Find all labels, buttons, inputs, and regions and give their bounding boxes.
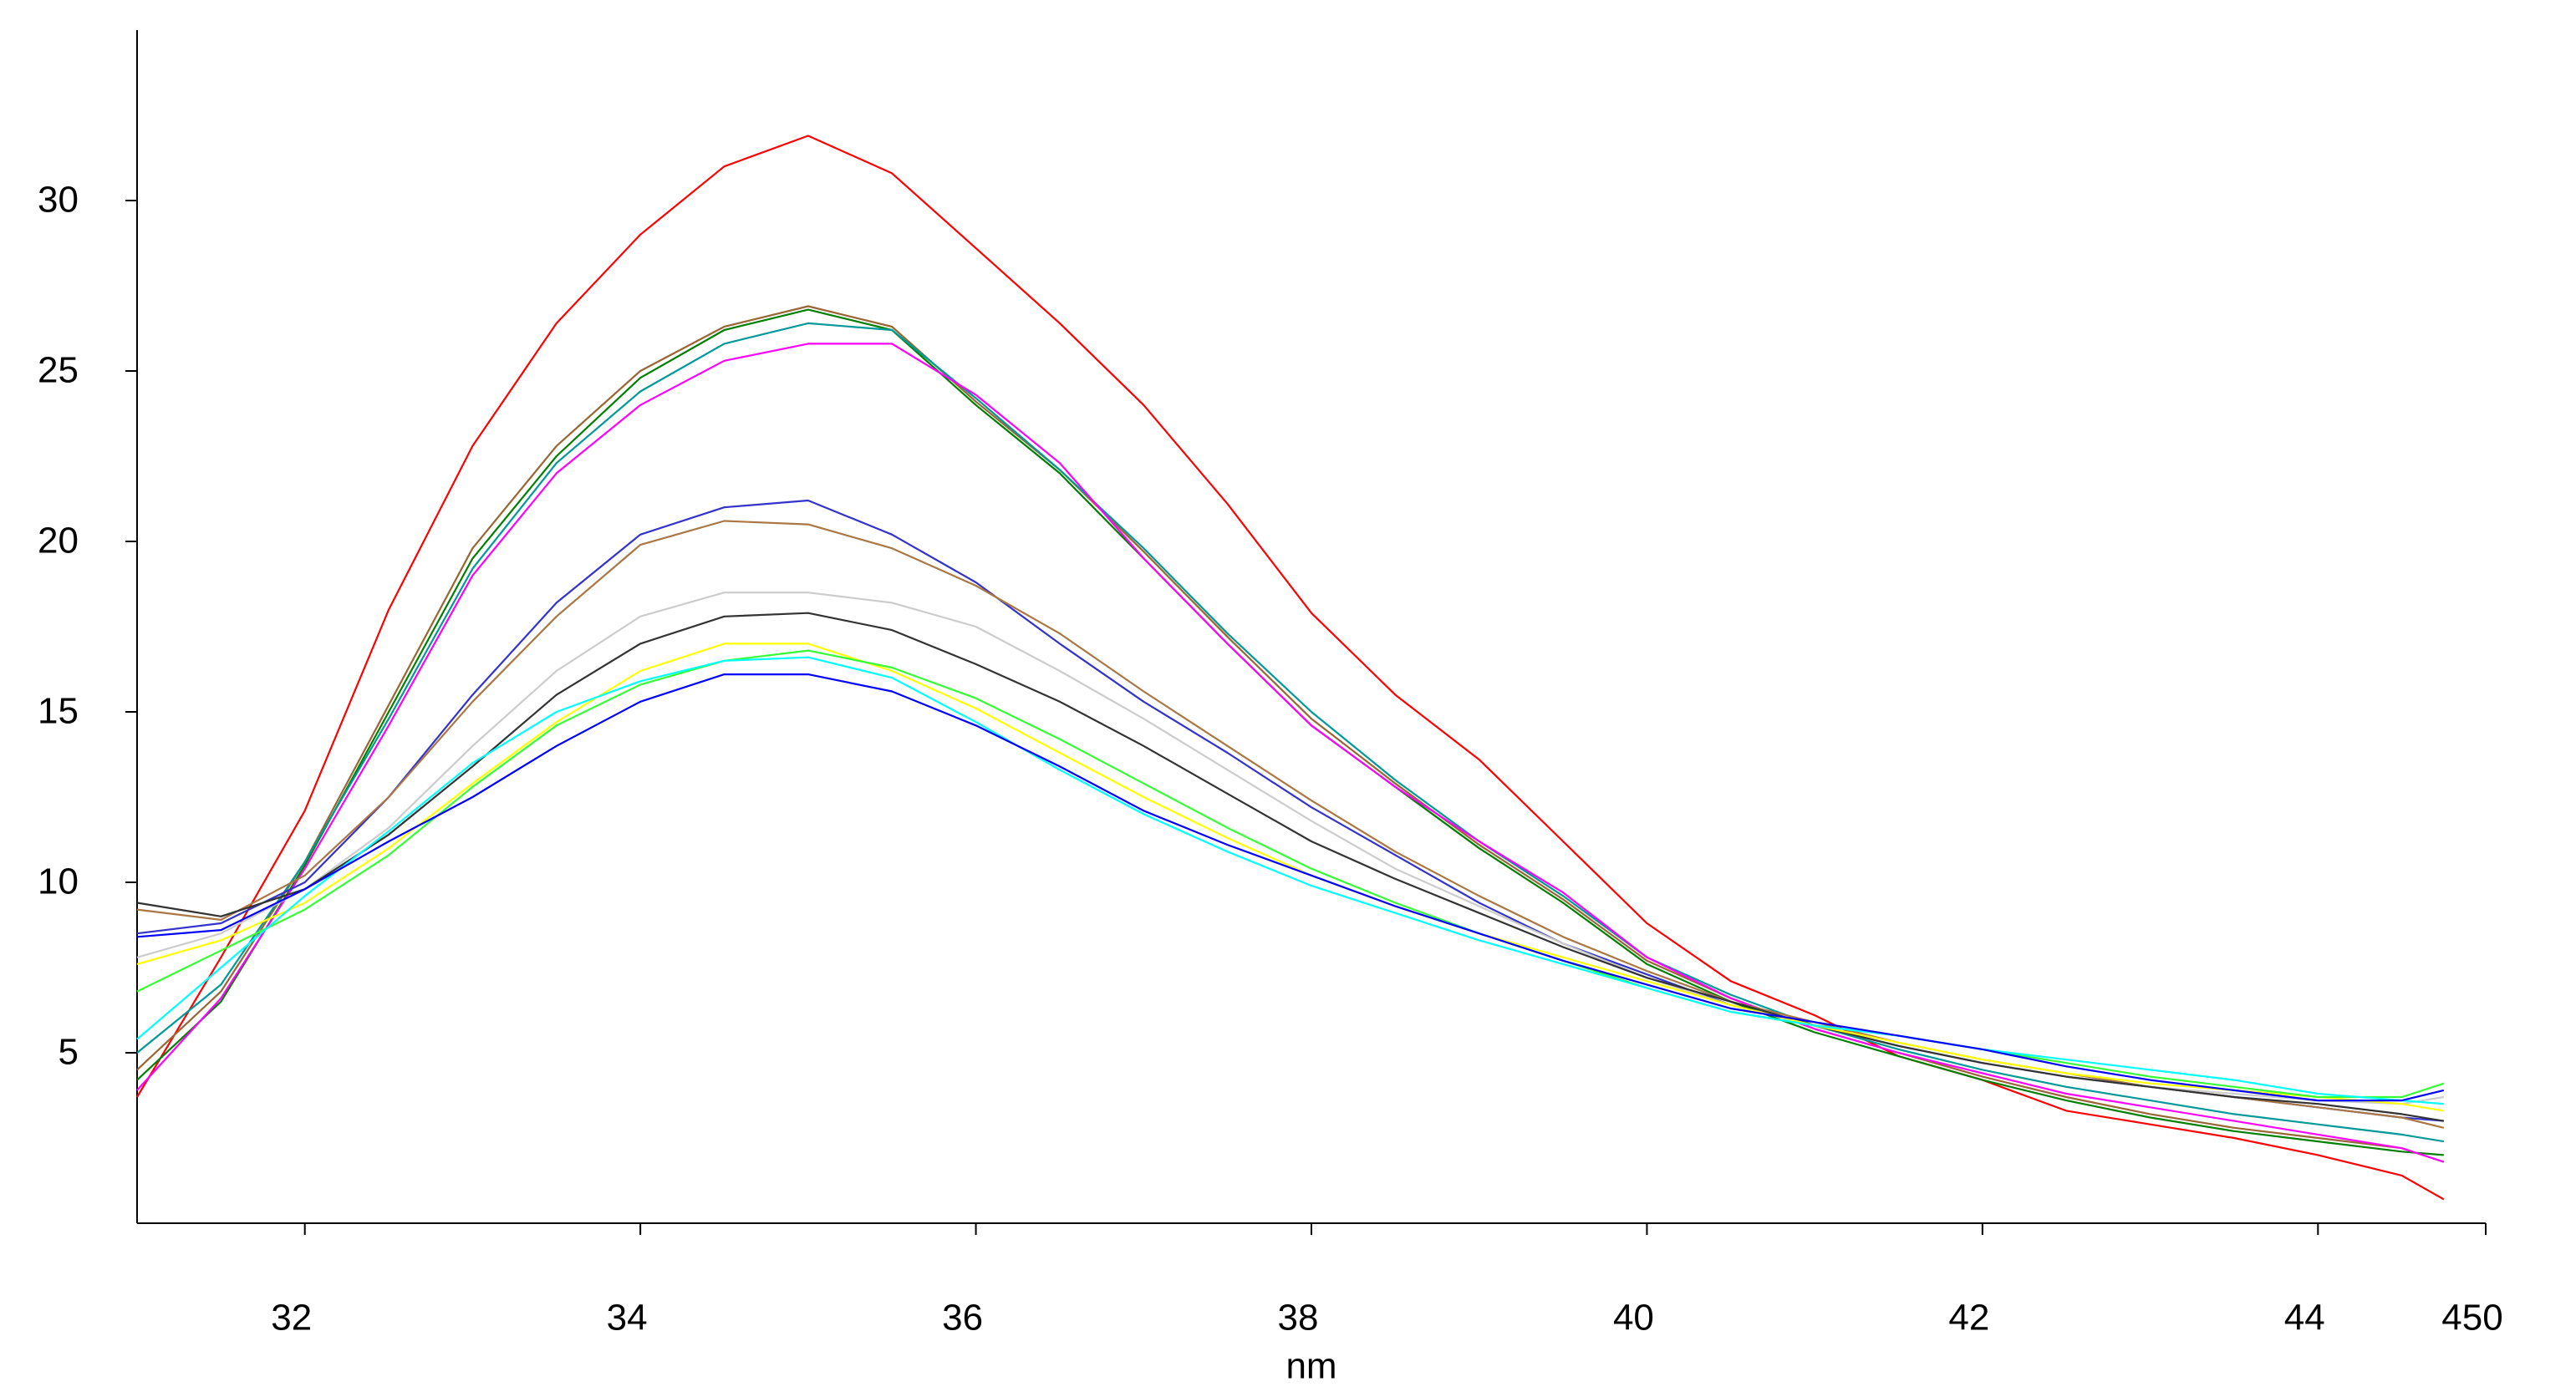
y-tick-label: 15 bbox=[38, 691, 79, 732]
x-tick-label: 34 bbox=[607, 1298, 648, 1339]
y-tick-label: 20 bbox=[38, 521, 79, 561]
x-axis-label: nm bbox=[1285, 1346, 1336, 1387]
y-tick-label: 25 bbox=[38, 350, 79, 391]
x-tick-label: 36 bbox=[942, 1298, 983, 1339]
series-line bbox=[136, 612, 2444, 1122]
x-tick-label: 42 bbox=[1948, 1298, 1989, 1339]
x-tick-label: 44 bbox=[2284, 1298, 2325, 1339]
x-tick-label: 40 bbox=[1613, 1298, 1654, 1339]
series-line bbox=[136, 656, 2444, 1105]
x-tick-label: 38 bbox=[1278, 1298, 1319, 1339]
series-line bbox=[136, 305, 2445, 1163]
series-line bbox=[136, 592, 2444, 1105]
series-line bbox=[136, 322, 2444, 1143]
y-tick-label: 5 bbox=[59, 1032, 79, 1073]
series-line bbox=[136, 649, 2445, 1099]
series-line bbox=[136, 499, 2444, 1122]
series-line bbox=[136, 520, 2445, 1129]
series-line bbox=[136, 343, 2445, 1163]
x-tick-label: 32 bbox=[271, 1298, 312, 1339]
series-line bbox=[136, 308, 2444, 1156]
x-tick-label: 450 bbox=[2441, 1298, 2502, 1339]
y-tick-label: 30 bbox=[38, 180, 79, 221]
series-line bbox=[136, 135, 2445, 1201]
y-tick-label: 10 bbox=[38, 861, 79, 902]
series-line bbox=[136, 673, 2445, 1102]
